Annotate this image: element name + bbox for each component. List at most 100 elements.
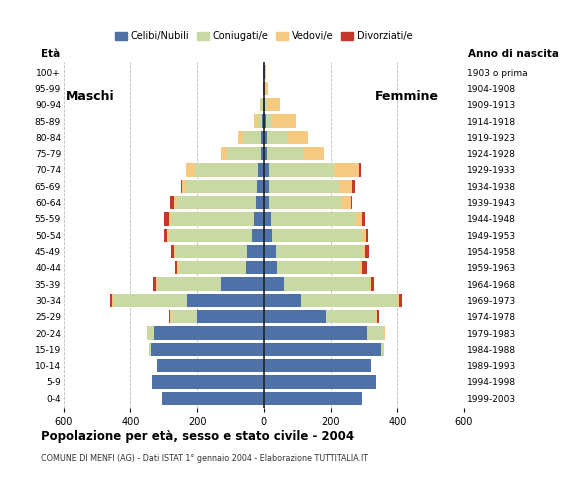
Bar (238, 131, 243, 144)
Bar (300, 294, 397, 307)
Legend: Celibi/Nubili, Coniugati/e, Vedovi/e, Divorziati/e: Celibi/Nubili, Coniugati/e, Vedovi/e, Di… (111, 27, 416, 45)
Bar (339, 180, 352, 193)
Bar (114, 294, 187, 307)
Bar (153, 277, 155, 291)
Bar (157, 277, 220, 291)
Bar (284, 277, 369, 291)
Bar (269, 180, 339, 193)
Bar (154, 326, 264, 340)
Bar (264, 114, 266, 128)
Bar (177, 261, 179, 275)
Bar (288, 131, 308, 144)
Bar (269, 163, 334, 177)
Bar (272, 114, 296, 128)
Bar (110, 294, 112, 307)
Bar (264, 163, 269, 177)
Bar (369, 277, 371, 291)
Bar (252, 228, 264, 242)
Text: Femmine: Femmine (375, 90, 439, 103)
Bar (169, 228, 252, 242)
Bar (177, 196, 256, 209)
Text: COMUNE DI MENFI (AG) - Dati ISTAT 1° gennaio 2004 - Elaborazione TUTTITALIA.IT: COMUNE DI MENFI (AG) - Dati ISTAT 1° gen… (41, 454, 368, 463)
Bar (334, 163, 359, 177)
Bar (365, 228, 368, 242)
Bar (171, 212, 254, 226)
Bar (155, 277, 157, 291)
Bar (260, 98, 261, 111)
Bar (325, 310, 376, 324)
Bar (359, 163, 361, 177)
Bar (170, 196, 174, 209)
Bar (176, 245, 247, 258)
Bar (262, 114, 264, 128)
Bar (264, 212, 270, 226)
Bar (266, 114, 272, 128)
Bar (397, 294, 399, 307)
Bar (264, 310, 325, 324)
Bar (264, 65, 266, 79)
Bar (362, 212, 365, 226)
Bar (304, 147, 324, 160)
Bar (264, 294, 300, 307)
Text: Maschi: Maschi (66, 90, 115, 103)
Bar (270, 212, 356, 226)
Bar (247, 245, 264, 258)
Bar (254, 114, 257, 128)
Bar (258, 163, 264, 177)
Bar (157, 359, 264, 372)
Bar (187, 294, 264, 307)
Bar (277, 261, 359, 275)
Bar (399, 294, 401, 307)
Bar (169, 310, 170, 324)
Bar (264, 245, 276, 258)
Bar (149, 343, 151, 356)
Bar (245, 261, 264, 275)
Bar (174, 245, 176, 258)
Bar (371, 277, 374, 291)
Bar (169, 212, 171, 226)
Bar (174, 196, 177, 209)
Bar (263, 98, 264, 111)
Bar (264, 196, 269, 209)
Bar (367, 326, 384, 340)
Bar (264, 261, 277, 275)
Bar (264, 326, 367, 340)
Bar (362, 228, 365, 242)
Bar (264, 277, 284, 291)
Bar (267, 98, 280, 111)
Bar (227, 147, 260, 160)
Bar (186, 180, 257, 193)
Bar (377, 310, 379, 324)
Bar (164, 228, 167, 242)
Bar (264, 131, 267, 144)
Bar (264, 343, 380, 356)
Bar (257, 180, 264, 193)
Bar (260, 147, 264, 160)
Bar (151, 343, 264, 356)
Bar (269, 196, 340, 209)
Bar (261, 131, 264, 144)
Text: Anno di nascita: Anno di nascita (468, 49, 559, 59)
Bar (365, 245, 369, 258)
Text: Età: Età (41, 49, 60, 59)
Bar (182, 180, 186, 193)
Bar (256, 196, 264, 209)
Bar (254, 212, 264, 226)
Bar (194, 163, 258, 177)
Bar (264, 392, 362, 405)
Bar (267, 147, 304, 160)
Bar (167, 228, 169, 242)
Bar (171, 245, 174, 258)
Bar (264, 180, 269, 193)
Bar (180, 180, 182, 193)
Bar (359, 261, 361, 275)
Bar (264, 375, 376, 389)
Bar (362, 245, 365, 258)
Bar (264, 98, 265, 111)
Bar (186, 163, 194, 177)
Bar (170, 310, 171, 324)
Bar (272, 228, 362, 242)
Bar (356, 212, 362, 226)
Bar (112, 294, 114, 307)
Bar (264, 228, 272, 242)
